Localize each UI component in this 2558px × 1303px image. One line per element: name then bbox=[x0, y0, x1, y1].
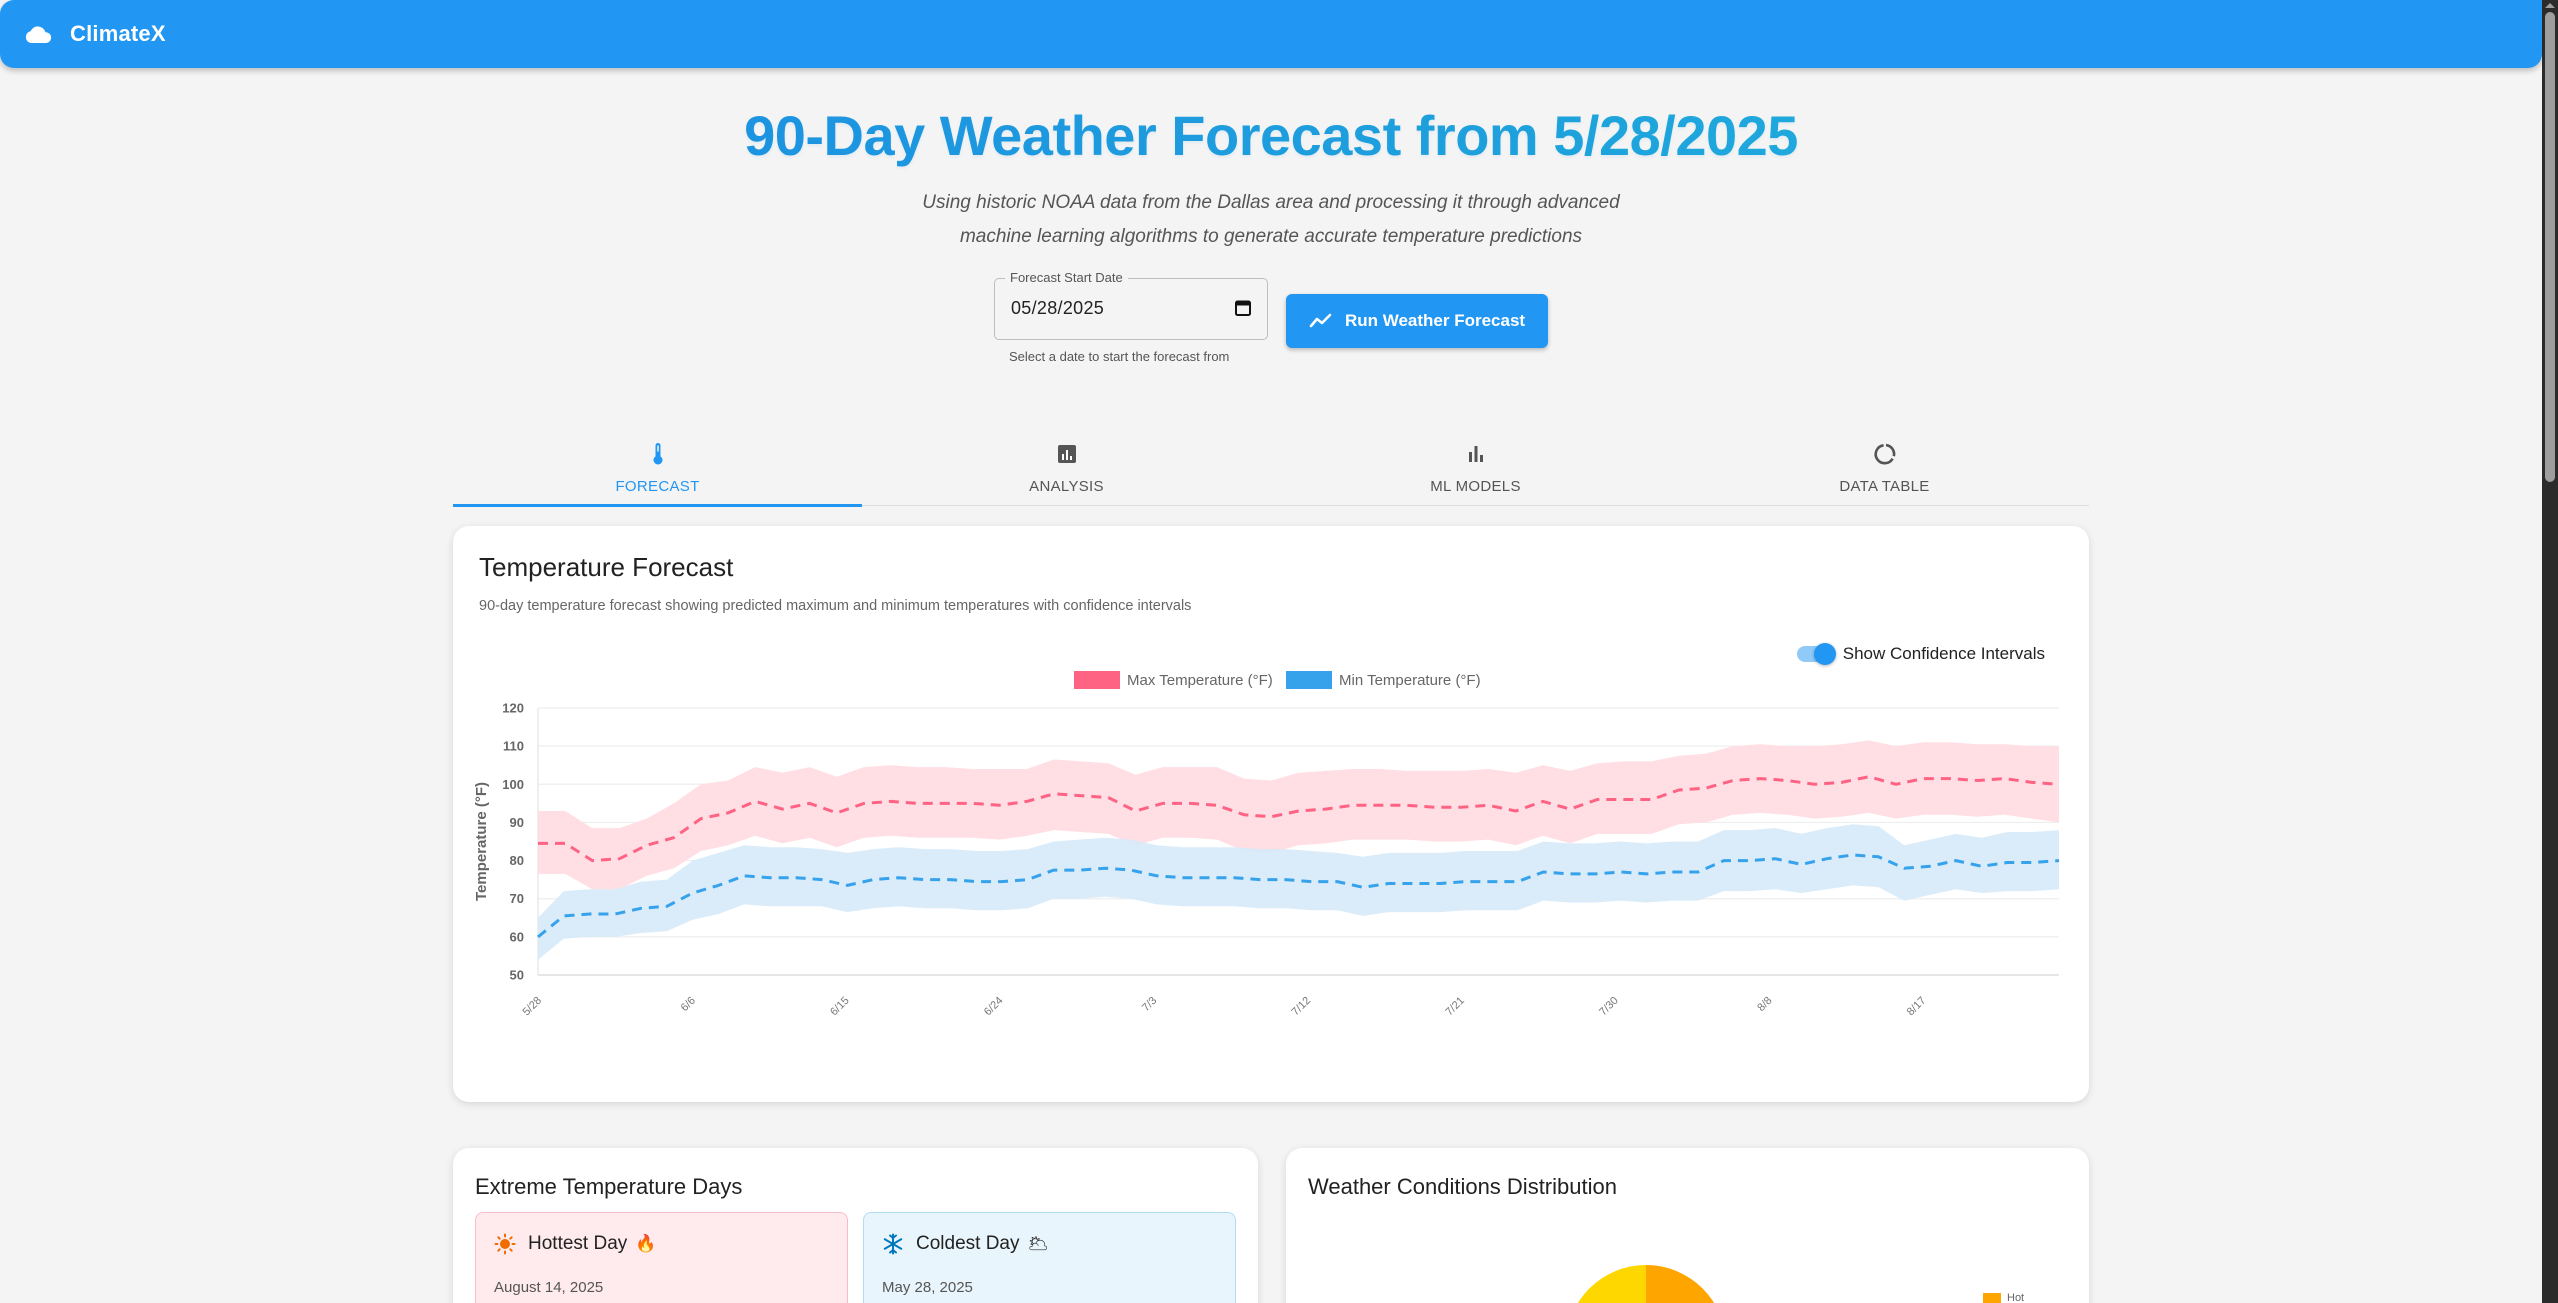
calendar-icon[interactable] bbox=[1235, 299, 1251, 316]
run-forecast-label: Run Weather Forecast bbox=[1344, 311, 1526, 330]
svg-text:6/6: 6/6 bbox=[679, 995, 698, 1014]
svg-text:110: 110 bbox=[503, 739, 524, 754]
page-scrollbar[interactable] bbox=[2542, 0, 2558, 1303]
legend-label: Hot bbox=[2007, 1292, 2025, 1303]
donut-legend-item[interactable]: Hot bbox=[1983, 1292, 2024, 1303]
coldest-day-label: Coldest Day bbox=[916, 1233, 1020, 1254]
date-field-helper: Select a date to start the forecast from bbox=[1009, 349, 1230, 364]
svg-text:100: 100 bbox=[502, 777, 524, 792]
svg-text:60: 60 bbox=[510, 929, 524, 944]
date-field-label: Forecast Start Date bbox=[1005, 270, 1128, 285]
donut-icon bbox=[1873, 443, 1895, 465]
temperature-forecast-card: 50 60 70 80 90 100 110 120 Temperature (°F) 5/28 6… bbox=[453, 526, 2089, 1102]
toggle-knob[interactable] bbox=[1813, 643, 1836, 665]
hero-section: 90-Day Weather Forecast from 5/28/2025 U… bbox=[0, 98, 2542, 254]
hottest-day-header: Hottest Day 🔥 bbox=[494, 1233, 656, 1255]
svg-text:6/24: 6/24 bbox=[982, 995, 1006, 1019]
sun-behind-cloud-icon: 🌥 bbox=[1027, 1234, 1050, 1253]
svg-text:7/3: 7/3 bbox=[1140, 995, 1159, 1014]
app-brand[interactable]: ClimateX bbox=[70, 21, 166, 46]
cloud-icon bbox=[25, 26, 52, 43]
run-forecast-button[interactable]: Run Weather Forecast bbox=[1286, 294, 1548, 348]
toggle-label: Show Confidence Intervals bbox=[1842, 644, 2045, 663]
svg-text:80: 80 bbox=[510, 853, 524, 868]
donut-segment-warm[interactable] bbox=[1566, 1265, 1646, 1303]
date-field-value[interactable]: 05/28/2025 bbox=[1011, 298, 1105, 318]
hottest-day-panel: Hottest Day 🔥 August 14, 2025 bbox=[475, 1212, 848, 1303]
hottest-day-date: August 14, 2025 bbox=[494, 1279, 604, 1296]
snowflake-icon bbox=[883, 1233, 903, 1255]
svg-text:Min Temperature (°F): Min Temperature (°F) bbox=[1339, 672, 1481, 689]
svg-text:7/30: 7/30 bbox=[1597, 995, 1621, 1019]
svg-text:50: 50 bbox=[510, 968, 524, 983]
coldest-day-panel: Coldest Day 🌥 May 28, 2025 bbox=[863, 1212, 1236, 1303]
tab-label: DATA TABLE bbox=[1839, 478, 1930, 495]
svg-text:7/12: 7/12 bbox=[1290, 995, 1314, 1019]
scroll-up-arrow-icon[interactable] bbox=[2545, 3, 2555, 8]
coldest-day-header: Coldest Day 🌥 bbox=[882, 1233, 1049, 1255]
page-title: 90-Day Weather Forecast from 5/28/2025 bbox=[0, 98, 2542, 174]
weather-conditions-card: Weather Conditions Distribution Hot bbox=[1286, 1148, 2089, 1303]
tab-analysis[interactable]: ANALYSIS bbox=[862, 436, 1271, 505]
tab-ml-models[interactable]: ML MODELS bbox=[1271, 436, 1680, 505]
tab-label: ML MODELS bbox=[1430, 478, 1521, 495]
scrollbar-thumb[interactable] bbox=[2545, 12, 2555, 482]
trending-line-icon bbox=[1309, 313, 1332, 328]
tab-data-table[interactable]: DATA TABLE bbox=[1680, 436, 2089, 505]
forecast-controls: Forecast Start Date 05/28/2025 Select a … bbox=[994, 270, 1548, 364]
conditions-donut-chart[interactable] bbox=[1546, 1230, 1746, 1303]
svg-text:5/28: 5/28 bbox=[520, 995, 544, 1019]
coldest-day-date: May 28, 2025 bbox=[882, 1279, 973, 1296]
svg-text:Max Temperature (°F): Max Temperature (°F) bbox=[1127, 672, 1273, 689]
svg-text:8/17: 8/17 bbox=[1905, 995, 1929, 1019]
tab-label: FORECAST bbox=[615, 478, 700, 495]
toggle-switch[interactable] bbox=[1796, 643, 1836, 665]
card-title: Extreme Temperature Days bbox=[475, 1174, 743, 1199]
tab-forecast[interactable]: FORECAST bbox=[453, 436, 862, 507]
hottest-day-label: Hottest Day bbox=[528, 1233, 628, 1254]
tab-label: ANALYSIS bbox=[1029, 478, 1104, 495]
bar-chart-icon bbox=[1468, 446, 1483, 462]
donut-segment-hot[interactable] bbox=[1646, 1265, 1726, 1303]
fire-icon: 🔥 bbox=[635, 1234, 657, 1253]
svg-text:90: 90 bbox=[510, 815, 524, 830]
temperature-forecast-chart[interactable]: 50 60 70 80 90 100 110 120 Temperature (°F) 5/28 6… bbox=[453, 526, 2089, 1102]
svg-text:120: 120 bbox=[502, 701, 524, 716]
page-subtitle: Using historic NOAA data from the Dallas… bbox=[922, 192, 1620, 247]
card-description: 90-day temperature forecast showing pred… bbox=[479, 598, 1192, 614]
svg-text:7/21: 7/21 bbox=[1443, 995, 1467, 1019]
svg-text:6/15: 6/15 bbox=[828, 995, 852, 1019]
svg-text:8/8: 8/8 bbox=[1755, 995, 1774, 1014]
card-title: Temperature Forecast bbox=[479, 552, 734, 582]
app-bar: ClimateX bbox=[0, 0, 2542, 68]
analytics-icon bbox=[1057, 445, 1076, 463]
forecast-start-date-input[interactable]: Forecast Start Date 05/28/2025 Select a … bbox=[994, 270, 1268, 364]
thermometer-icon bbox=[653, 443, 662, 465]
sun-icon bbox=[494, 1233, 516, 1255]
legend-swatch bbox=[1983, 1293, 2001, 1303]
confidence-intervals-toggle[interactable]: Show Confidence Intervals bbox=[1796, 643, 2045, 665]
main-tabs: FORECAST ANALYSIS ML MODELS DATA TABLE bbox=[453, 436, 2089, 507]
svg-text:Temperature (°F): Temperature (°F) bbox=[473, 782, 490, 901]
card-title: Weather Conditions Distribution bbox=[1308, 1174, 1617, 1199]
extreme-days-card: Extreme Temperature Days Hottest Day 🔥 A… bbox=[453, 1148, 1258, 1303]
svg-text:70: 70 bbox=[510, 891, 524, 906]
